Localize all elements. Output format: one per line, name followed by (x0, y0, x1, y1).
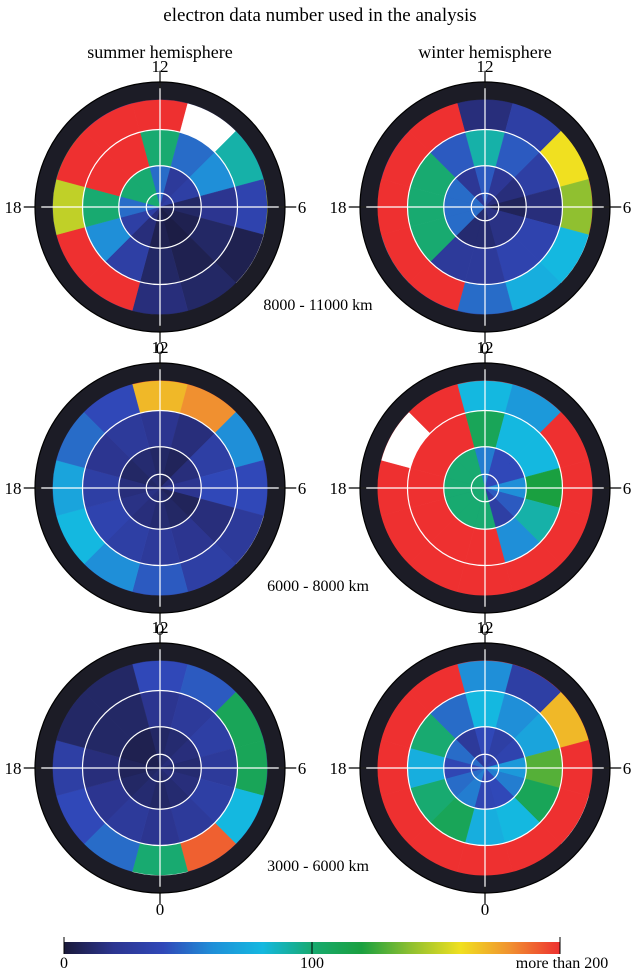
mlt-label-6: 6 (298, 759, 307, 778)
panel-outline (34, 362, 286, 614)
panel-outline (34, 642, 286, 894)
mlt-label-12: 12 (152, 57, 169, 76)
mlt-label-12: 12 (477, 338, 494, 357)
mlt-label-12: 12 (477, 57, 494, 76)
mlt-label-0: 0 (481, 620, 490, 639)
mlt-label-6: 6 (623, 759, 632, 778)
mlt-label-18: 18 (330, 759, 347, 778)
colorbar-label-max: more than 200 (516, 955, 608, 972)
mlt-label-0: 0 (481, 339, 490, 358)
colorbar-label-0: 0 (60, 955, 68, 972)
mlt-label-18: 18 (330, 479, 347, 498)
panel-outline (34, 81, 286, 333)
mlt-label-18: 18 (5, 759, 22, 778)
panel-outline (359, 81, 611, 333)
mlt-label-0: 0 (156, 339, 165, 358)
mlt-label-6: 6 (623, 479, 632, 498)
mlt-label-0: 0 (481, 900, 490, 919)
mlt-label-0: 0 (156, 620, 165, 639)
colorbar-label-100: 100 (300, 955, 324, 972)
figure-title: electron data number used in the analysi… (163, 5, 476, 26)
panel-outline (359, 362, 611, 614)
altitude-label-top: 8000 - 11000 km (263, 297, 373, 314)
mlt-label-6: 6 (298, 198, 307, 217)
panel-outline (359, 642, 611, 894)
mlt-label-12: 12 (152, 618, 169, 637)
mlt-label-18: 18 (5, 479, 22, 498)
mlt-label-18: 18 (330, 198, 347, 217)
mlt-label-18: 18 (5, 198, 22, 217)
mlt-label-6: 6 (623, 198, 632, 217)
altitude-label-bottom: 3000 - 6000 km (267, 858, 369, 875)
winter-column-title: winter hemisphere (418, 42, 551, 62)
mlt-label-6: 6 (298, 479, 307, 498)
mlt-label-0: 0 (156, 900, 165, 919)
summer-column-title: summer hemisphere (87, 42, 232, 62)
altitude-label-middle: 6000 - 8000 km (267, 578, 369, 595)
mlt-label-12: 12 (477, 618, 494, 637)
mlt-label-12: 12 (152, 338, 169, 357)
